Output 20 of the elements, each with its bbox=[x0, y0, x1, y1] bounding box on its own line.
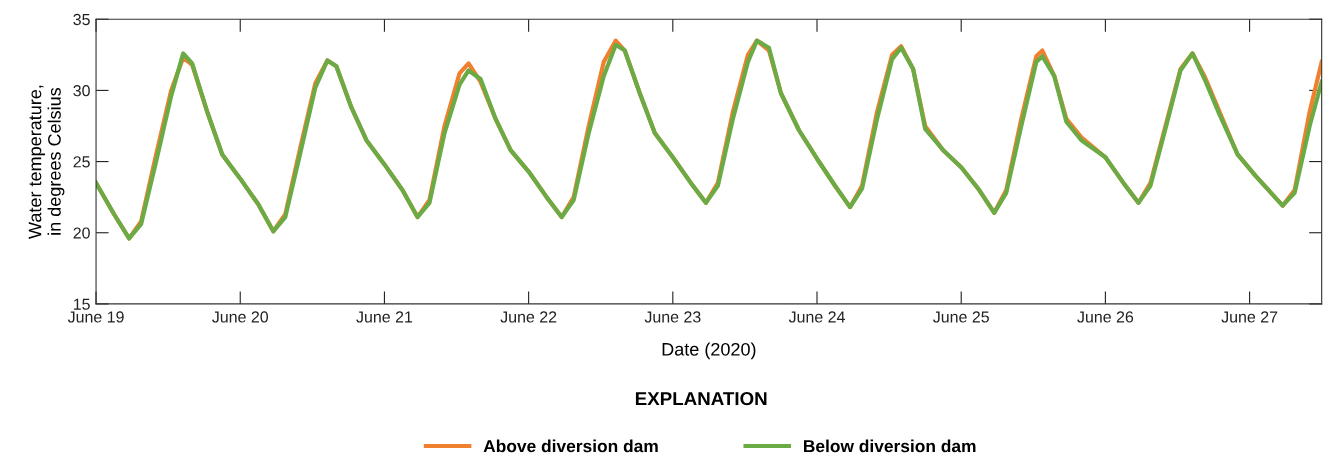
x-tick-label: June 23 bbox=[644, 311, 701, 323]
y-tick-label: 35 bbox=[73, 13, 90, 26]
x-tick-label: June 24 bbox=[788, 311, 845, 323]
x-tick-label: June 25 bbox=[933, 311, 989, 323]
x-tick-label: June 21 bbox=[356, 311, 413, 323]
y-tick-label: 20 bbox=[73, 227, 90, 239]
legend-label: Below diversion dam bbox=[804, 439, 976, 453]
y-axis-title: Water temperature, in degrees Celsius bbox=[28, 85, 65, 239]
line-series bbox=[96, 38, 1322, 241]
legend-label: Above diversion dam bbox=[483, 439, 658, 453]
x-tick-label: June 26 bbox=[1077, 311, 1134, 323]
x-tick-label: June 27 bbox=[1221, 311, 1278, 323]
y-tick-label: 30 bbox=[73, 85, 90, 97]
x-tick-label: June 22 bbox=[500, 311, 557, 323]
y-tick-label: 25 bbox=[73, 156, 90, 168]
x-axis-title: Date (2020) bbox=[662, 342, 756, 360]
y-tick-label: 15 bbox=[73, 298, 90, 310]
x-tick-label: June 20 bbox=[212, 311, 269, 323]
x-tick-label: June 19 bbox=[67, 311, 124, 323]
legend-title: EXPLANATION bbox=[635, 392, 767, 406]
